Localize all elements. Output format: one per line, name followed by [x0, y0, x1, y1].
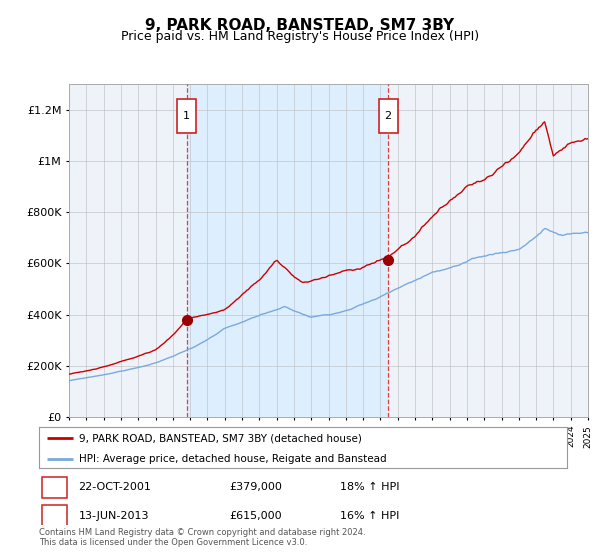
Text: 9, PARK ROAD, BANSTEAD, SM7 3BY: 9, PARK ROAD, BANSTEAD, SM7 3BY [145, 18, 455, 33]
Text: HPI: Average price, detached house, Reigate and Banstead: HPI: Average price, detached house, Reig… [79, 454, 386, 464]
Text: 2: 2 [51, 511, 58, 521]
Text: 1: 1 [51, 482, 58, 492]
Text: 16% ↑ HPI: 16% ↑ HPI [340, 511, 400, 521]
Text: Contains HM Land Registry data © Crown copyright and database right 2024.
This d: Contains HM Land Registry data © Crown c… [39, 528, 365, 548]
FancyBboxPatch shape [41, 477, 67, 498]
Text: 22-OCT-2001: 22-OCT-2001 [79, 482, 151, 492]
Text: Price paid vs. HM Land Registry's House Price Index (HPI): Price paid vs. HM Land Registry's House … [121, 30, 479, 43]
Text: 13-JUN-2013: 13-JUN-2013 [79, 511, 149, 521]
Text: £615,000: £615,000 [229, 511, 282, 521]
Text: 18% ↑ HPI: 18% ↑ HPI [340, 482, 400, 492]
FancyBboxPatch shape [177, 99, 196, 133]
Text: 9, PARK ROAD, BANSTEAD, SM7 3BY (detached house): 9, PARK ROAD, BANSTEAD, SM7 3BY (detache… [79, 433, 361, 443]
Text: £379,000: £379,000 [229, 482, 282, 492]
FancyBboxPatch shape [41, 505, 67, 526]
Text: 1: 1 [183, 111, 190, 121]
Text: 2: 2 [385, 111, 392, 121]
FancyBboxPatch shape [379, 99, 398, 133]
Bar [187, 84, 388, 417]
